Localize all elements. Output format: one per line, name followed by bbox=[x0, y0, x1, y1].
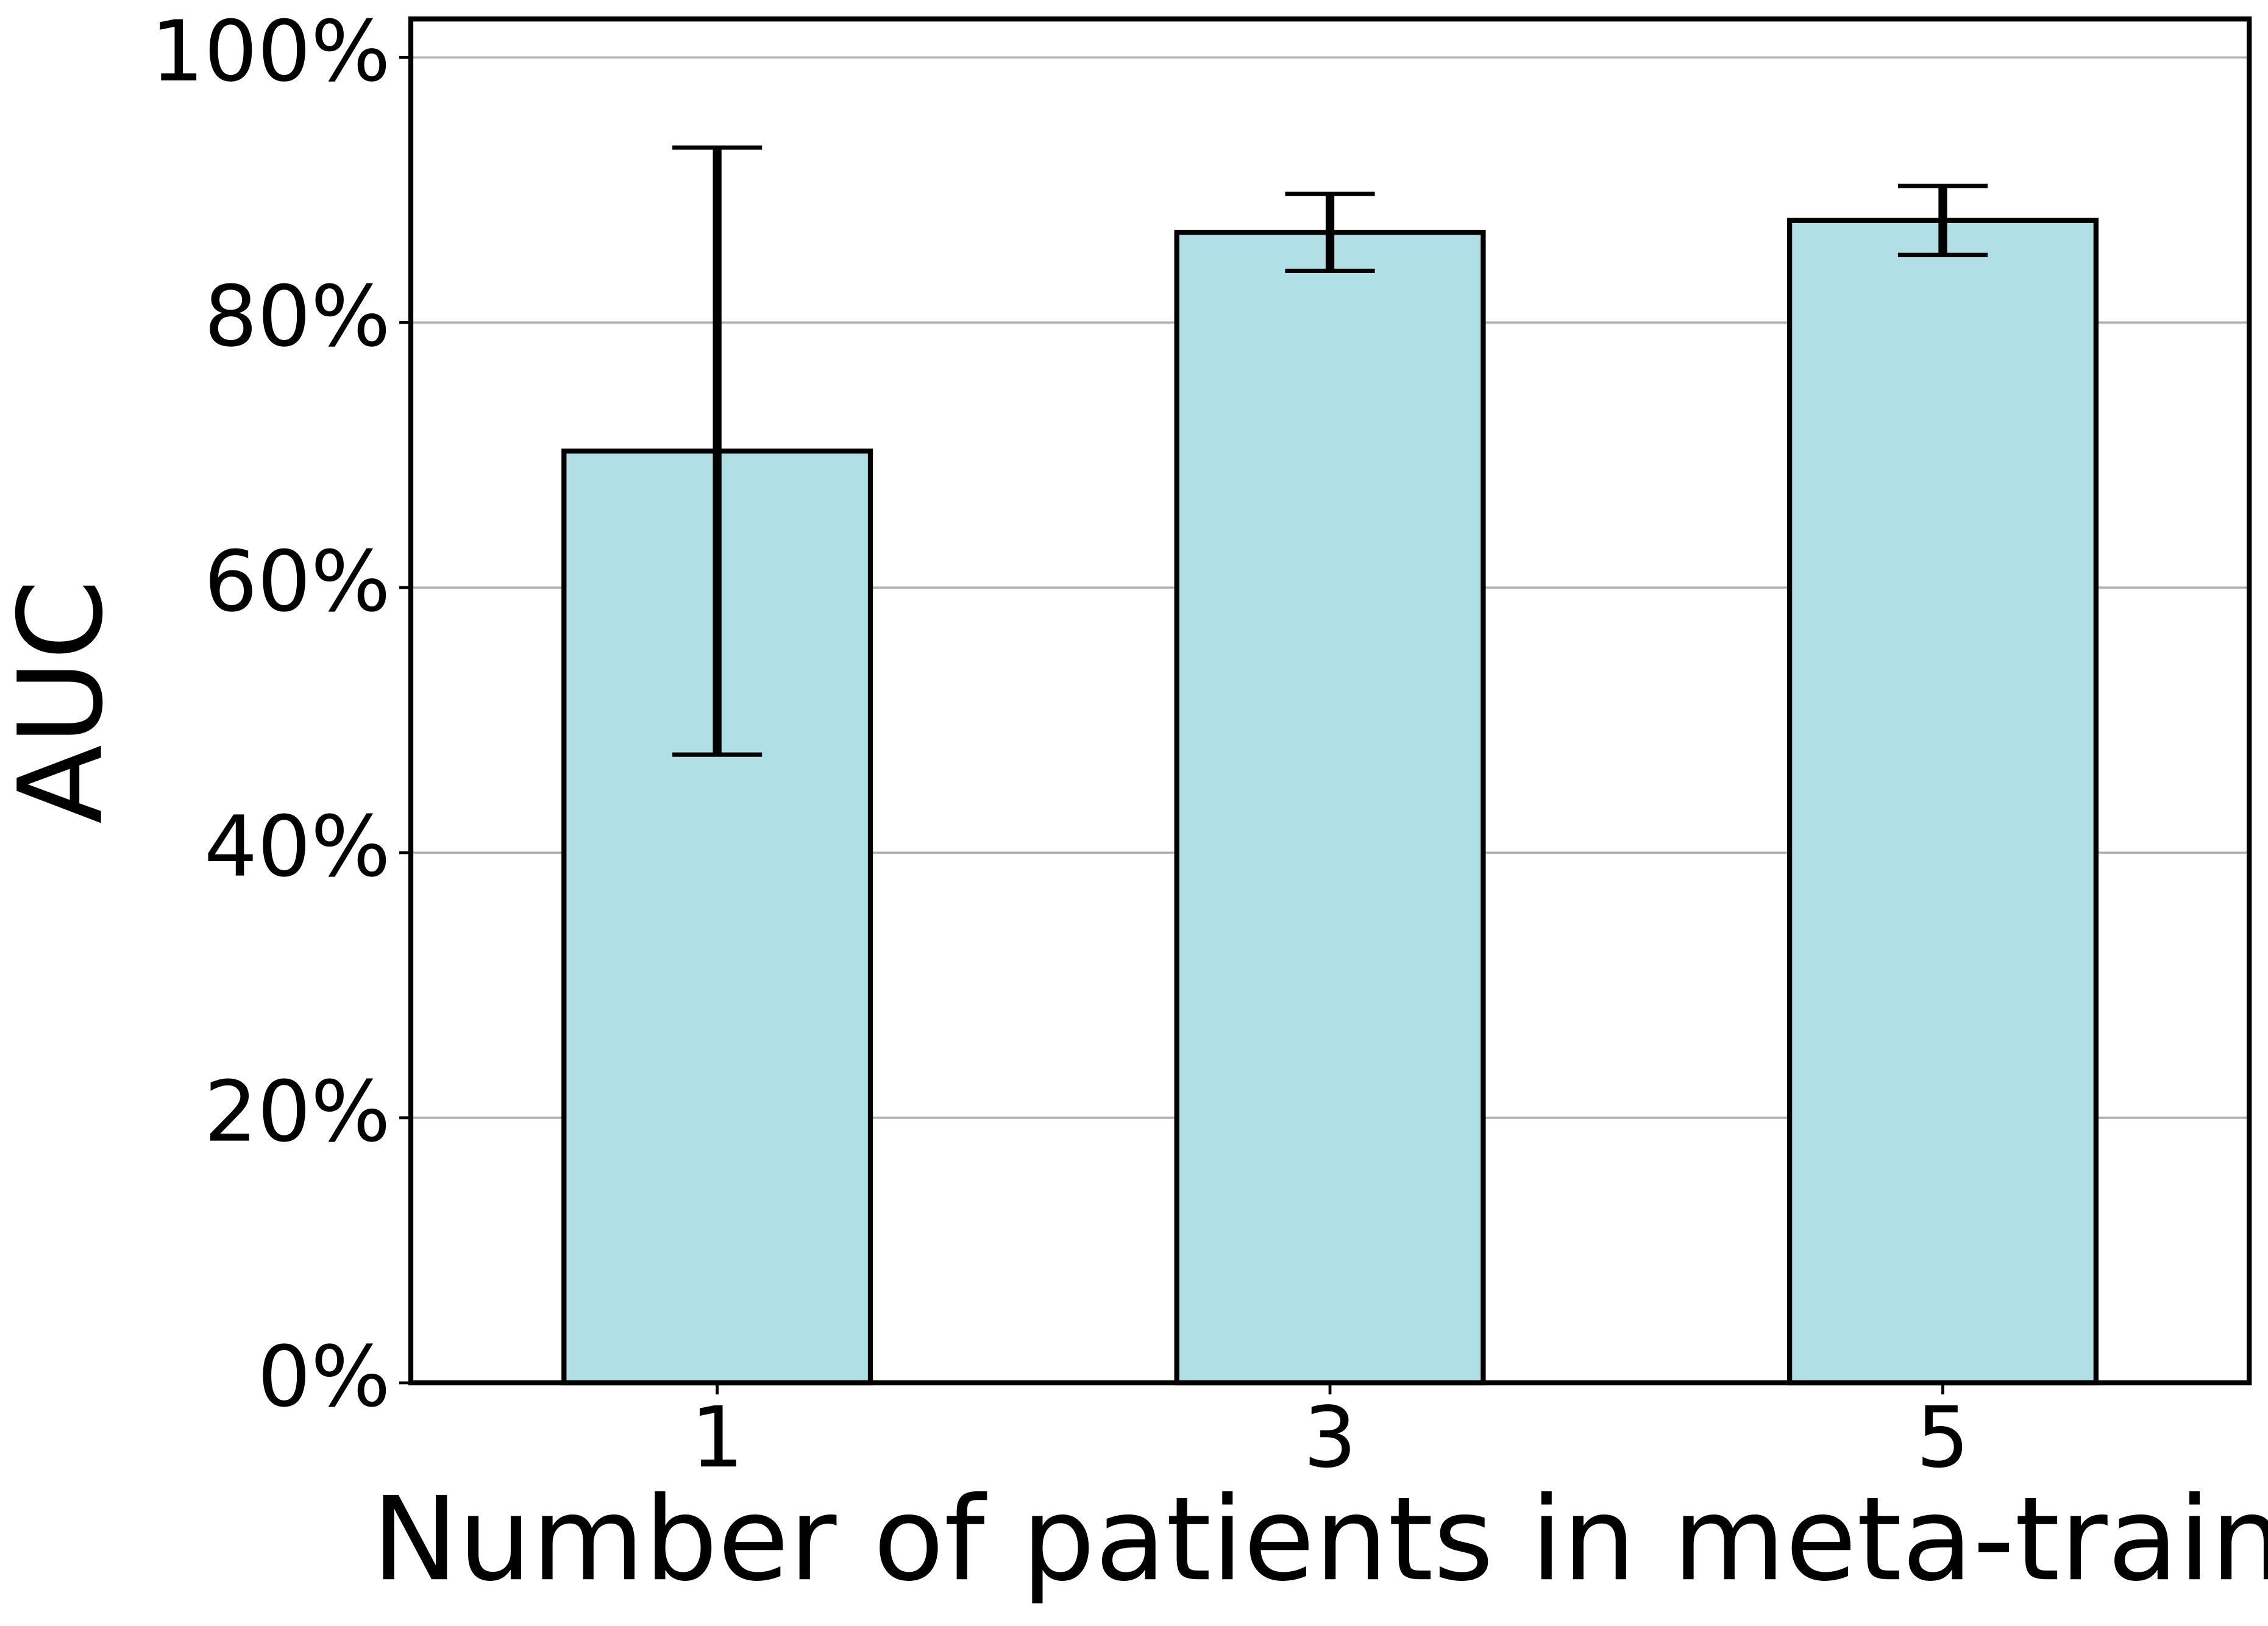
y-axis-label: AUC bbox=[0, 580, 129, 824]
bar bbox=[1174, 230, 1486, 1386]
x-tick-label: 3 bbox=[1303, 1389, 1357, 1486]
axes-frame bbox=[408, 16, 2252, 1386]
x-tick-label: 1 bbox=[691, 1389, 744, 1486]
y-tick-label: 20% bbox=[204, 1063, 391, 1161]
x-tick-label: 5 bbox=[1916, 1389, 1970, 1486]
x-axis-label: Number of patients in meta-train bbox=[372, 1472, 2268, 1606]
y-tick-label: 0% bbox=[257, 1329, 390, 1426]
y-tick-label: 60% bbox=[204, 533, 391, 631]
bar bbox=[1786, 218, 2099, 1386]
y-tick-label: 80% bbox=[204, 268, 391, 366]
y-tick-label: 100% bbox=[151, 3, 390, 101]
y-tick-label: 40% bbox=[204, 798, 391, 896]
